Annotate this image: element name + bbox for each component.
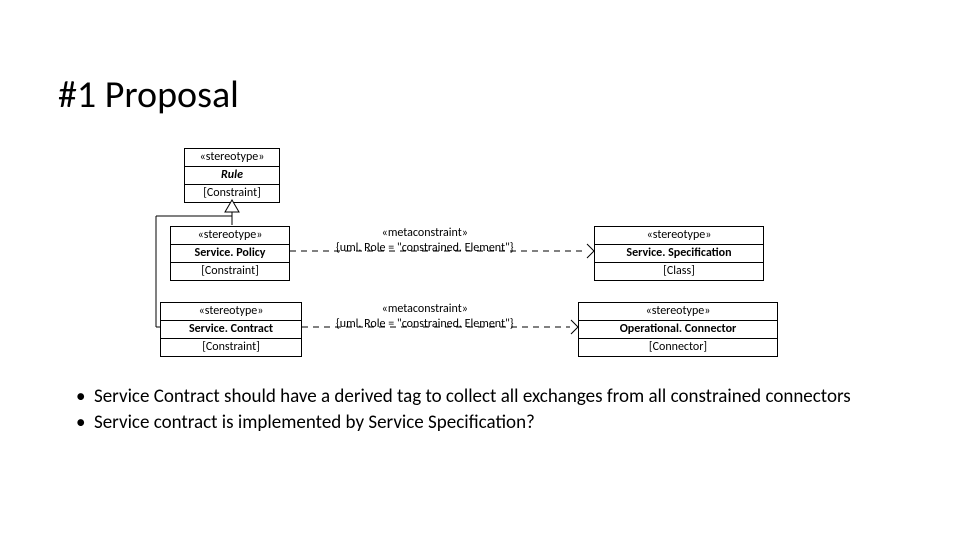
metaconstraint-label-contract: «metaconstraint» {uml. Role = "constrain…: [336, 302, 514, 332]
uml-box-service-policy: «stereotype» Service. Policy [Constraint…: [170, 226, 290, 281]
stereotype-label: «stereotype»: [161, 303, 301, 321]
bullet-item: Service Contract should have a derived t…: [76, 386, 900, 408]
metaconstraint-text: «metaconstraint»: [336, 226, 514, 241]
stereotype-label: «stereotype»: [171, 227, 289, 245]
bullet-list: Service Contract should have a derived t…: [76, 386, 900, 438]
metaconstraint-label-policy: «metaconstraint» {uml. Role = "constrain…: [336, 226, 514, 256]
uml-box-operational-connector: «stereotype» Operational. Connector [Con…: [578, 302, 778, 357]
uml-box-service-specification: «stereotype» Service. Specification [Cla…: [594, 226, 764, 281]
bullet-item: Service contract is implemented by Servi…: [76, 412, 900, 434]
uml-box-service-contract: «stereotype» Service. Contract [Constrai…: [160, 302, 302, 357]
base-class: [Constraint]: [171, 263, 289, 280]
class-name: Service. Specification: [595, 245, 763, 263]
uml-box-rule: «stereotype» Rule [Constraint]: [184, 148, 280, 203]
metaconstraint-tagged: {uml. Role = "constrained. Element"}: [336, 317, 514, 332]
base-class: [Constraint]: [185, 185, 279, 202]
metaconstraint-text: «metaconstraint»: [336, 302, 514, 317]
metaconstraint-tagged: {uml. Role = "constrained. Element"}: [336, 241, 514, 256]
uml-diagram: «stereotype» Rule [Constraint] «stereoty…: [0, 0, 960, 540]
class-name: Service. Contract: [161, 321, 301, 339]
class-name: Rule: [185, 167, 279, 185]
stereotype-label: «stereotype»: [579, 303, 777, 321]
stereotype-label: «stereotype»: [185, 149, 279, 167]
class-name: Service. Policy: [171, 245, 289, 263]
base-class: [Constraint]: [161, 339, 301, 356]
stereotype-label: «stereotype»: [595, 227, 763, 245]
diagram-connectors: [0, 0, 960, 540]
class-name: Operational. Connector: [579, 321, 777, 339]
base-class: [Class]: [595, 263, 763, 280]
base-class: [Connector]: [579, 339, 777, 356]
